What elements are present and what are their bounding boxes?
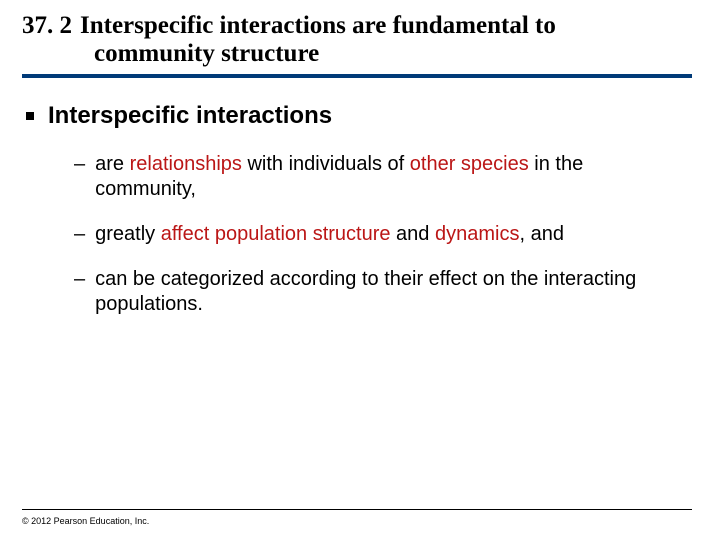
body: Interspecific interactions – are relatio… <box>22 102 698 317</box>
highlight-text: other species <box>410 153 529 175</box>
bullet-level1: Interspecific interactions <box>26 102 698 130</box>
highlight-text: relationships <box>130 153 242 175</box>
sub-bullet: – can be categorized according to their … <box>74 267 698 317</box>
sub-bullet: – are relationships with individuals of … <box>74 152 698 202</box>
dash-icon: – <box>74 152 85 177</box>
section-title-line2: community structure <box>94 40 668 68</box>
highlight-text: affect population structure <box>161 223 391 245</box>
sub-bullet-text: can be categorized according to their ef… <box>95 267 655 317</box>
title-block: 37. 2 Interspecific interactions are fun… <box>22 12 698 78</box>
sub-bullets: – are relationships with individuals of … <box>74 152 698 317</box>
dash-icon: – <box>74 222 85 247</box>
bullet-level1-text: Interspecific interactions <box>48 102 332 130</box>
title-underline <box>22 74 692 78</box>
dash-icon: – <box>74 267 85 292</box>
square-bullet-icon <box>26 112 34 120</box>
slide: 37. 2 Interspecific interactions are fun… <box>0 0 720 540</box>
section-number: 37. 2 <box>22 12 72 40</box>
copyright-text: © 2012 Pearson Education, Inc. <box>22 516 149 526</box>
sub-bullet-text: greatly affect population structure and … <box>95 222 564 247</box>
section-title-line1: Interspecific interactions are fundament… <box>80 12 556 40</box>
footer-rule <box>22 509 692 510</box>
sub-bullet: – greatly affect population structure an… <box>74 222 698 247</box>
highlight-text: dynamics <box>435 223 519 245</box>
title-line-1: 37. 2 Interspecific interactions are fun… <box>22 12 668 40</box>
sub-bullet-text: are relationships with individuals of ot… <box>95 152 655 202</box>
